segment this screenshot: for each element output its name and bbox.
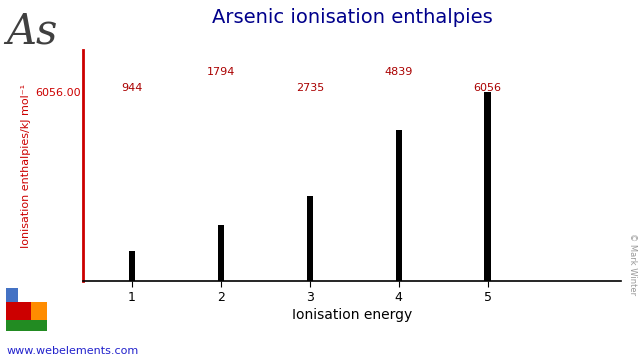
Text: © Mark Winter: © Mark Winter [628, 233, 637, 295]
Bar [307, 195, 313, 281]
Bar [6, 302, 31, 320]
Text: Arsenic ionisation enthalpies: Arsenic ionisation enthalpies [212, 8, 492, 27]
Bar [129, 251, 135, 281]
Bar [484, 92, 491, 281]
Text: www.webelements.com: www.webelements.com [6, 346, 139, 356]
Y-axis label: Ionisation enthalpies/kJ mol⁻¹: Ionisation enthalpies/kJ mol⁻¹ [20, 84, 31, 248]
Text: 6056: 6056 [474, 83, 502, 93]
Bar [31, 302, 47, 320]
Text: 944: 944 [122, 83, 143, 93]
Text: 2735: 2735 [296, 83, 324, 93]
Text: 1794: 1794 [207, 67, 235, 77]
Bar [6, 288, 18, 302]
Bar [6, 320, 47, 331]
X-axis label: Ionisation energy: Ionisation energy [292, 309, 412, 323]
Text: 4839: 4839 [385, 67, 413, 77]
Bar [218, 225, 224, 281]
Bar [396, 130, 402, 281]
Text: As: As [6, 11, 58, 53]
